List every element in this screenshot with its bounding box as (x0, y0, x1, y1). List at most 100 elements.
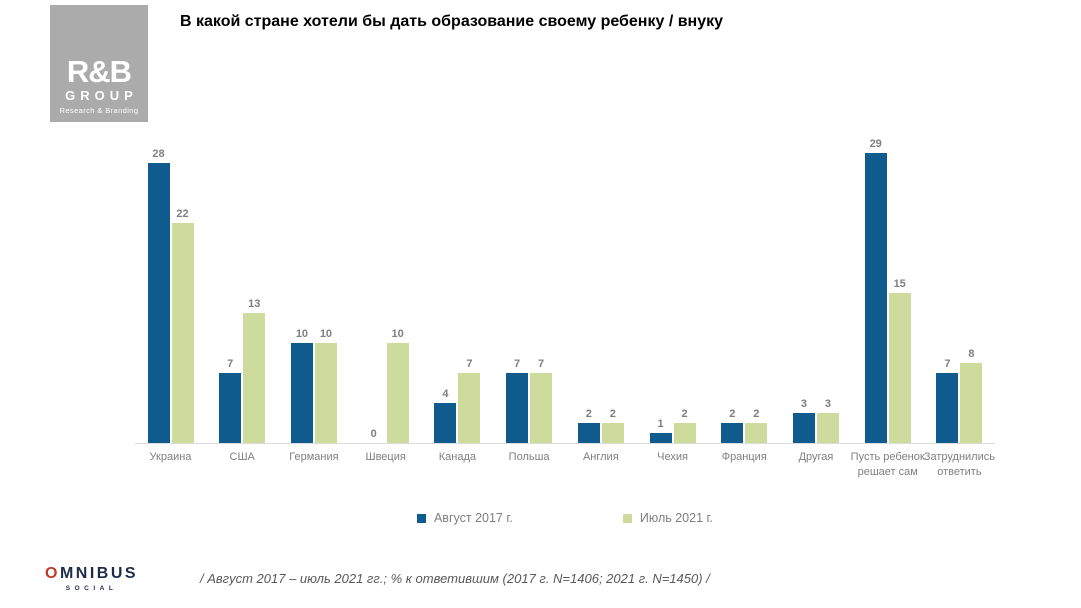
bar-with-label: 10 (290, 328, 313, 443)
bar-with-label: 7 (219, 358, 242, 443)
x-axis-line (135, 443, 995, 444)
bar-series-1 (171, 223, 194, 443)
bar-with-label: 29 (864, 138, 887, 443)
bar-value-label: 7 (514, 358, 521, 370)
rb-logo-tagline: Research & Branding (59, 106, 139, 115)
bar-value-label: 8 (968, 348, 975, 360)
category-label: Пусть ребенок решает сам (850, 451, 925, 478)
bar-group: 2 2 Франция (709, 130, 780, 480)
bar-series-1 (243, 313, 266, 443)
bar-with-label: 3 (792, 399, 815, 443)
bar-series-1 (601, 423, 624, 443)
bar-value-label: 7 (227, 358, 234, 370)
bar-value-label: 0 (370, 428, 377, 440)
category-label: Канада (438, 451, 476, 463)
bar-with-label: 7 (458, 358, 481, 443)
bar-group: 2 2 Англия (565, 130, 636, 480)
bar-group: 7 7 Польша (494, 130, 565, 480)
category-label: Затруднились ответить (923, 451, 995, 478)
bar-with-label: 2 (721, 408, 744, 443)
bar-pair: 10 10 (290, 130, 337, 443)
category-label: Англия (582, 451, 619, 463)
category-label: США (229, 451, 255, 463)
bar-series-0 (219, 373, 242, 443)
bar-pair: 0 10 (363, 130, 409, 443)
legend-label-aug-2017: Август 2017 г. (433, 511, 513, 525)
bar-value-label: 2 (609, 408, 616, 420)
bar-with-label: 8 (960, 348, 983, 443)
omnibus-logo-rest: MNIBUS (59, 565, 139, 582)
bar-series-0 (577, 423, 600, 443)
bar-value-label: 2 (753, 408, 760, 420)
bar-with-label: 2 (673, 408, 696, 443)
bar-group: 4 7 Канада (422, 130, 493, 480)
bar-group: 7 13 США (207, 130, 278, 480)
bar-series-1 (888, 293, 911, 443)
bar-value-label: 4 (442, 388, 449, 400)
bar-series-0 (792, 413, 815, 443)
bar-chart-plot: 28 22 Украина 7 13 США 10 10 Германия 0 10 Швеция 4 7… (135, 130, 995, 480)
bar-with-label: 2 (745, 408, 768, 443)
bar-pair: 7 13 (219, 130, 266, 443)
bar-with-label: 13 (243, 298, 266, 443)
bar-value-label: 29 (869, 138, 882, 150)
bar-with-label: 7 (530, 359, 553, 443)
category-label: Другая (798, 451, 834, 463)
bar-with-label: 0 (363, 429, 385, 443)
legend-swatch-jul-2021 (622, 513, 632, 523)
bar-value-label: 2 (585, 408, 592, 420)
bar-with-label: 15 (888, 278, 911, 443)
category-label: Чехия (657, 451, 688, 463)
bar-value-label: 7 (466, 358, 473, 370)
bar-with-label: 28 (147, 148, 170, 443)
chart-title: В какой стране хотели бы дать образовани… (180, 13, 724, 30)
bar-series-1 (386, 343, 409, 443)
rb-group-logo: R&B GROUP Research & Branding (50, 5, 148, 122)
bar-value-label: 2 (681, 408, 688, 420)
category-label: Германия (289, 451, 339, 463)
category-label: Франция (721, 451, 767, 463)
bar-value-label: 10 (391, 328, 404, 340)
bar-value-label: 13 (248, 298, 261, 310)
bar-with-label: 2 (601, 408, 624, 443)
bar-group: 1 2 Чехия (637, 130, 708, 480)
bar-value-label: 22 (176, 208, 189, 220)
legend-item-aug-2017: Август 2017 г. (416, 511, 513, 525)
omnibus-logo-word: OMNIBUS (45, 566, 138, 582)
bar-value-label: 10 (295, 328, 309, 340)
bar-group: 28 22 Украина (135, 130, 206, 480)
bar-with-label: 3 (816, 398, 839, 443)
bar-value-label: 3 (824, 398, 832, 410)
bar-value-label: 15 (893, 278, 906, 290)
omnibus-social-logo: OMNIBUS SOCIAL (45, 566, 138, 593)
bar-group: 29 15 Пусть ребенок решает сам (851, 130, 925, 480)
category-label: Украина (149, 451, 192, 463)
bar-series-1 (960, 363, 983, 443)
bar-series-1 (314, 343, 337, 443)
bar-series-1 (673, 423, 696, 443)
bar-series-0 (936, 373, 959, 443)
bar-series-1 (745, 423, 768, 443)
bar-with-label: 7 (506, 358, 529, 443)
bar-series-0 (649, 433, 672, 443)
legend-label-jul-2021: Июль 2021 г. (639, 511, 714, 525)
source-footnote: / Август 2017 – июль 2021 гг.; % к ответ… (200, 571, 710, 586)
bar-value-label: 7 (944, 358, 951, 370)
category-label: Польша (508, 451, 550, 463)
omnibus-logo-sub: SOCIAL (65, 585, 118, 592)
bar-group: 10 10 Германия (278, 130, 349, 480)
bar-group: 0 10 Швеция (350, 130, 421, 480)
bar-with-label: 2 (577, 408, 600, 443)
bar-series-0 (506, 373, 529, 443)
bar-value-label: 1 (657, 418, 664, 430)
bar-with-label: 10 (314, 329, 337, 443)
bar-value-label: 28 (152, 148, 165, 160)
category-label: Швеция (365, 451, 406, 463)
bar-value-label: 2 (729, 408, 736, 420)
